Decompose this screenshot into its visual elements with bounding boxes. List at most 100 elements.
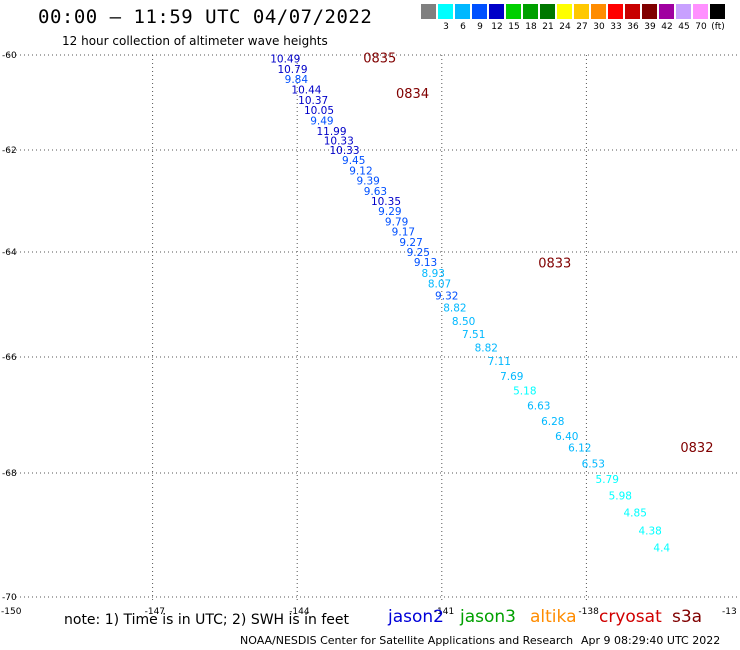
swh-value: 5.98 — [609, 490, 632, 502]
lon-tick-label: -150 — [1, 607, 22, 617]
lat-tick-label: -66 — [2, 353, 17, 363]
lat-tick-label: -60 — [2, 51, 17, 61]
scale-label: 27 — [576, 22, 588, 32]
generated-time: Apr 9 08:29:40 UTC 2022 — [581, 634, 721, 647]
swh-value: 6.40 — [555, 431, 578, 443]
scale-swatch — [557, 4, 572, 19]
credit-line: NOAA/NESDIS Center for Satellite Applica… — [240, 634, 574, 647]
scale-label: 18 — [525, 22, 537, 32]
scale-swatch — [642, 4, 657, 19]
pass-time-label: 0832 — [680, 441, 713, 456]
swh-value: 10.35 — [371, 196, 401, 208]
swh-value: 8.50 — [452, 316, 475, 328]
map-title: 00:00 – 11:59 UTC 04/07/2022 — [38, 6, 373, 28]
lat-tick-label: -70 — [2, 593, 17, 603]
map-subtitle: 12 hour collection of altimeter wave hei… — [62, 34, 328, 48]
pass-time-label: 0835 — [363, 51, 396, 66]
lon-tick-label: -141 — [434, 607, 454, 617]
scale-swatch — [455, 4, 470, 19]
scale-swatch — [625, 4, 640, 19]
lon-tick-label: -138 — [578, 607, 599, 617]
swh-value: 5.18 — [513, 386, 536, 398]
swh-value: 4.85 — [624, 508, 647, 520]
wave-height-track: 10.4910.799.8410.4410.3710.059.4911.9910… — [270, 53, 670, 554]
lat-tick-label: -64 — [2, 248, 17, 258]
sat-s3a-label: s3a — [672, 607, 703, 627]
swh-value: 9.39 — [356, 176, 379, 188]
lon-tick-label: -147 — [145, 607, 165, 617]
swh-value: 10.79 — [277, 64, 307, 76]
swh-value: 9.12 — [349, 165, 372, 177]
swh-value: 9.49 — [310, 116, 333, 128]
graticule: -60 -62 -64 -66 -68 -70 -150 -147 -144 -141 -138 -1… — [1, 51, 740, 617]
lat-tick-label: -68 — [2, 469, 17, 479]
pass-time-label: 0834 — [396, 87, 429, 102]
scale-label: 15 — [508, 22, 520, 32]
scale-swatch — [608, 4, 623, 19]
scale-swatch — [421, 4, 436, 19]
swh-value: 10.05 — [304, 105, 334, 117]
scale-label: (ft) — [711, 22, 725, 32]
scale-swatch — [676, 4, 691, 19]
scale-label: 30 — [593, 22, 605, 32]
swh-value: 6.63 — [527, 401, 550, 413]
swh-value: 9.45 — [342, 155, 365, 167]
pass-time-label: 0833 — [538, 257, 571, 272]
swh-value: 5.79 — [596, 474, 619, 486]
swh-value: 8.82 — [475, 343, 498, 355]
scale-label: 33 — [610, 22, 622, 32]
scale-label: 45 — [678, 22, 690, 32]
scale-swatch — [710, 4, 725, 19]
scale-swatch — [438, 4, 453, 19]
scale-swatch — [574, 4, 589, 19]
swh-value: 9.13 — [414, 257, 437, 269]
sat-jason3-label: jason3 — [460, 607, 516, 627]
scale-swatch — [472, 4, 487, 19]
scale-label: 21 — [542, 22, 554, 32]
swh-value: 8.93 — [422, 268, 445, 280]
sat-jason2-label: jason2 — [388, 607, 444, 627]
swh-value: 10.49 — [270, 53, 300, 65]
swh-value: 10.37 — [298, 95, 328, 107]
swh-value: 9.32 — [435, 291, 458, 303]
swh-value: 11.99 — [316, 126, 346, 138]
swh-value: 6.28 — [541, 416, 564, 428]
pass-time-labels: 0835 0834 0833 0832 — [363, 51, 713, 456]
swh-value: 9.25 — [407, 247, 430, 259]
swh-value: 7.11 — [488, 356, 511, 368]
swh-value: 10.33 — [329, 145, 359, 157]
scale-label: 9 — [477, 22, 483, 32]
swh-value: 9.63 — [364, 186, 387, 198]
scale-swatch — [523, 4, 538, 19]
swh-value: 9.29 — [378, 206, 401, 218]
swh-value: 8.07 — [428, 279, 451, 291]
swh-value: 10.33 — [324, 136, 354, 148]
scale-label: 24 — [559, 22, 571, 32]
scale-label: 3 — [443, 22, 449, 32]
lat-tick-label: -62 — [2, 146, 17, 156]
scale-swatch — [540, 4, 555, 19]
swh-value: 9.17 — [392, 227, 415, 239]
swh-value: 7.51 — [462, 329, 485, 341]
footer-note: note: 1) Time is in UTC; 2) SWH is in fe… — [64, 612, 350, 628]
scale-label: 39 — [644, 22, 656, 32]
scale-label: 70 — [695, 22, 707, 32]
swh-value: 6.12 — [568, 442, 591, 454]
swh-value: 9.79 — [385, 216, 408, 228]
swh-value: 10.44 — [291, 85, 321, 97]
scale-label: 6 — [460, 22, 466, 32]
sat-cryosat-label: cryosat — [599, 607, 662, 627]
swh-value: 4.38 — [638, 526, 661, 538]
scale-swatch — [659, 4, 674, 19]
swh-value: 7.69 — [500, 371, 523, 383]
scale-label: 36 — [627, 22, 639, 32]
scale-swatch — [591, 4, 606, 19]
swh-value: 6.53 — [582, 459, 605, 471]
swh-value: 4.4 — [653, 542, 670, 554]
scale-swatch — [506, 4, 521, 19]
swh-value: 9.84 — [285, 74, 309, 86]
swh-value: 9.27 — [399, 237, 422, 249]
lon-tick-label: -144 — [289, 607, 310, 617]
lon-tick-label: -13 — [722, 607, 737, 617]
